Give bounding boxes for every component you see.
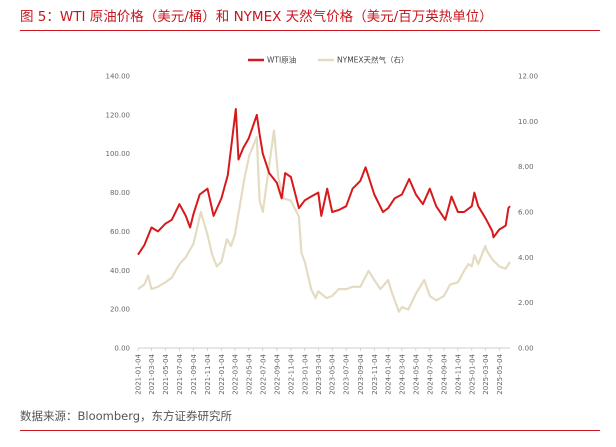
figure-title: 图 5：WTI 原油价格（美元/桶）和 NYMEX 天然气价格（美元/百万英热单…: [20, 9, 493, 25]
y-right-tick-label: 10.00: [518, 118, 538, 126]
x-tick-label: 2024-11-04: [454, 353, 462, 394]
line-chart: 0.00 20.00 40.00 60.00 80.00 100.00 120.00 140.…: [106, 55, 539, 395]
x-tick-label: 2022-07-04: [259, 353, 267, 394]
x-tick-label: 2024-09-04: [440, 353, 448, 394]
y-left-tick-label: 80.00: [110, 189, 130, 197]
x-tick-label: 2022-05-04: [245, 353, 253, 394]
x-tick-label: 2023-09-04: [357, 353, 365, 394]
bottom-divider: [20, 430, 600, 431]
y-left-tick-label: 120.00: [106, 111, 131, 119]
x-tick-label: 2024-03-04: [398, 353, 406, 394]
x-tick-label: 2025-05-04: [496, 353, 504, 394]
x-tick-label: 2022-01-04: [218, 353, 226, 394]
series-line-gas: [137, 129, 511, 313]
y-right-tick-label: 8.00: [518, 163, 534, 171]
x-tick-label: 2021-09-04: [190, 353, 198, 394]
x-tick-label: 2025-01-04: [468, 353, 476, 394]
x-tick-label: 2024-05-04: [412, 353, 420, 394]
x-tick-label: 2021-05-04: [162, 353, 170, 394]
y-right-tick-label: 12.00: [518, 73, 538, 81]
x-tick-label: 2024-01-04: [385, 353, 393, 394]
y-right-tick-label: 2.00: [518, 299, 534, 307]
x-tick-label: 2021-11-04: [204, 353, 212, 394]
x-tick-label: 2023-03-04: [315, 353, 323, 394]
x-tick-label: 2025-03-04: [482, 353, 490, 394]
y-left-tick-label: 0.00: [114, 345, 130, 353]
y-left-tick-label: 60.00: [110, 228, 130, 236]
x-tick-label: 2021-01-04: [135, 353, 143, 394]
x-tick-label: 2021-03-04: [148, 353, 156, 394]
x-tick-label: 2022-09-04: [273, 353, 281, 394]
x-tick-label: 2021-07-04: [176, 353, 184, 394]
x-tick-label: 2023-01-04: [301, 353, 309, 394]
y-right-tick-label: 4.00: [518, 254, 534, 262]
x-tick-label: 2024-07-04: [426, 353, 434, 394]
y-left-tick-label: 140.00: [106, 73, 131, 81]
y-right-tick-label: 0.00: [518, 345, 534, 353]
y-left-tick-label: 40.00: [110, 267, 130, 275]
legend-gas-label: NYMEX天然气（右）: [337, 55, 409, 65]
legend-wti-label: WTI原油: [267, 55, 296, 65]
title-divider: [20, 30, 600, 31]
series-line-wti: [137, 108, 511, 256]
x-tick-label: 2022-03-04: [231, 353, 239, 394]
x-tick-label: 2023-07-04: [343, 353, 351, 394]
y-left-tick-label: 100.00: [106, 150, 131, 158]
y-left-tick-label: 20.00: [110, 306, 130, 314]
x-tick-label: 2023-11-04: [371, 353, 379, 394]
x-tick-label: 2023-05-04: [329, 353, 337, 394]
source-note: 数据来源：Bloomberg，东方证券研究所: [20, 409, 233, 423]
y-right-tick-label: 6.00: [518, 209, 534, 217]
x-tick-label: 2022-11-04: [287, 353, 295, 394]
